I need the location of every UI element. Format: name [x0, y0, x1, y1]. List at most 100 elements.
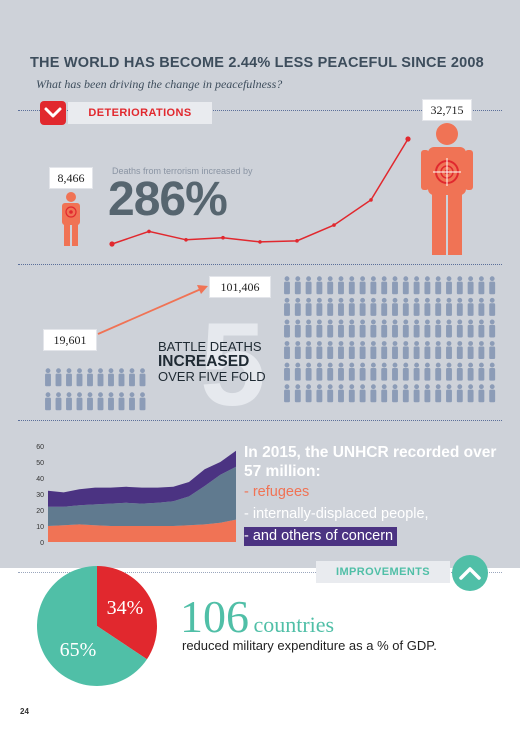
- person-icon: [446, 276, 452, 295]
- person-icon: [424, 362, 431, 381]
- person-icon: [327, 384, 334, 403]
- person-icon: [435, 362, 442, 381]
- person-icon: [456, 341, 463, 360]
- area-series-2: [48, 450, 236, 507]
- person-icon: [435, 276, 442, 295]
- person-icon: [284, 362, 290, 381]
- person-icon: [489, 341, 496, 360]
- person-icon: [338, 276, 344, 295]
- battle-deaths-2015-crowd: [284, 276, 496, 403]
- y-tick-label: 50: [36, 460, 44, 467]
- military-expenditure-pie: 34% 65%: [37, 566, 158, 686]
- person-icon: [108, 392, 114, 411]
- person-icon: [87, 368, 93, 387]
- person-icon: [338, 319, 344, 338]
- person-icon: [370, 384, 377, 403]
- y-tick-label: 10: [36, 524, 44, 531]
- divider: [18, 420, 502, 421]
- person-icon: [316, 341, 323, 360]
- person-icon: [327, 297, 334, 316]
- countries-count: 106 countries: [180, 590, 334, 643]
- pie-slice: [37, 566, 147, 686]
- person-icon: [129, 368, 135, 387]
- person-icon: [424, 319, 431, 338]
- person-icon: [118, 392, 125, 411]
- person-icon: [316, 319, 323, 338]
- pie-slice-label: 34%: [107, 597, 144, 619]
- person-icon: [381, 384, 388, 403]
- person-icon: [76, 392, 83, 411]
- person-icon: [413, 341, 420, 360]
- person-icon: [446, 319, 452, 338]
- person-icon: [424, 341, 431, 360]
- deteriorations-label: DETERIORATIONS: [68, 102, 212, 124]
- person-icon: [338, 297, 344, 316]
- person-icon: [305, 384, 312, 403]
- y-tick-label: 60: [36, 444, 44, 451]
- person-icon: [370, 297, 377, 316]
- person-icon: [424, 276, 431, 295]
- divider: [18, 264, 502, 265]
- person-icon: [284, 384, 290, 403]
- person-icon: [456, 276, 463, 295]
- battle-deaths-2008: 19,601: [44, 330, 96, 350]
- battle-deaths-2015: 101,406: [210, 277, 270, 297]
- person-icon: [424, 297, 431, 316]
- person-icon: [294, 319, 301, 338]
- person-icon: [338, 362, 344, 381]
- person-icon: [139, 392, 146, 411]
- terrorism-trend-point: [221, 235, 225, 240]
- person-icon: [435, 341, 442, 360]
- five-fold-numeral: 5: [200, 299, 266, 431]
- person-icon: [456, 319, 463, 338]
- person-icon: [456, 297, 463, 316]
- divider: [18, 572, 502, 573]
- person-icon: [348, 362, 355, 381]
- person-icon: [305, 319, 312, 338]
- person-icon: [413, 297, 420, 316]
- person-icon: [284, 341, 290, 360]
- person-icon: [381, 319, 388, 338]
- person-icon: [413, 362, 420, 381]
- person-icon: [294, 362, 301, 381]
- battle-line-3: OVER FIVE FOLD: [158, 369, 266, 384]
- person-icon: [327, 276, 334, 295]
- person-icon: [446, 362, 452, 381]
- person-icon: [294, 297, 301, 316]
- person-icon: [316, 297, 323, 316]
- person-icon: [402, 362, 409, 381]
- terrorism-trend-point: [405, 136, 411, 142]
- person-icon: [489, 297, 496, 316]
- person-icon: [55, 368, 62, 387]
- person-icon: [489, 276, 496, 295]
- page-subtitle: What has been driving the change in peac…: [36, 77, 283, 91]
- area-series-1: [48, 466, 236, 526]
- page-title: THE WORLD HAS BECOME 2.44% LESS PEACEFUL…: [30, 55, 484, 71]
- person-icon: [338, 341, 344, 360]
- increase-arrow: [97, 285, 208, 335]
- terrorism-trend-point: [147, 229, 151, 234]
- terror-increase-percent: 286%: [108, 173, 228, 226]
- person-icon: [305, 362, 312, 381]
- person-icon: [392, 319, 398, 338]
- y-tick-label: 0: [40, 540, 44, 547]
- person-icon: [370, 341, 377, 360]
- person-icon: [392, 384, 398, 403]
- person-icon: [478, 362, 485, 381]
- terrorism-trend-point: [258, 240, 262, 244]
- person-icon: [348, 297, 355, 316]
- person-icon: [284, 319, 290, 338]
- person-icon: [45, 392, 51, 411]
- chevron-down-icon: [40, 101, 66, 125]
- person-icon: [402, 319, 409, 338]
- person-icon: [478, 341, 485, 360]
- person-icon: [435, 319, 442, 338]
- person-icon: [338, 384, 344, 403]
- person-icon: [467, 341, 474, 360]
- person-icon: [402, 297, 409, 316]
- pie-slice: [97, 566, 158, 660]
- person-icon: [478, 384, 485, 403]
- terrorism-trend-point: [295, 239, 299, 243]
